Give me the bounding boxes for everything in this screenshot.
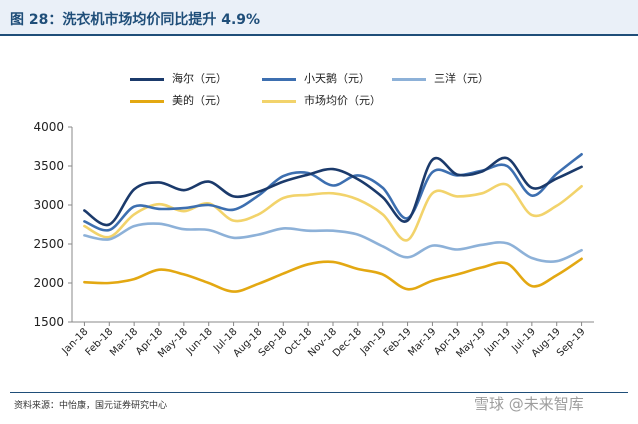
x-tick-label: Jun-19 (482, 326, 513, 357)
y-tick-label: 2000 (33, 276, 64, 290)
legend-swatch-market-avg (262, 99, 296, 103)
series-line-littleswan (83, 153, 583, 232)
series-line-market-avg (83, 182, 583, 242)
legend-label-sanyo: 三洋（元） (434, 72, 489, 85)
figure-title: 图 28：洗衣机市场均价同比提升 4.9% (10, 12, 261, 28)
legend-item-market-avg: 市场均价（元） (262, 92, 381, 108)
y-tick-label: 4000 (33, 120, 64, 134)
figure-title-bar: 图 28：洗衣机市场均价同比提升 4.9% (0, 0, 638, 36)
y-tick-label: 1500 (33, 315, 64, 329)
y-tick-label: 3000 (33, 198, 64, 212)
legend-label-market-avg: 市场均价（元） (304, 94, 381, 107)
x-tick-label: Mar-19 (406, 326, 438, 358)
x-tick-label: Mar-18 (108, 326, 140, 358)
x-tick-label: Jun-18 (184, 326, 215, 357)
legend-label-midea: 美的（元） (172, 94, 227, 107)
legend-swatch-sanyo (392, 77, 426, 81)
legend-label-haier: 海尔（元） (172, 72, 227, 85)
legend-item-midea: 美的（元） (130, 92, 227, 108)
legend-swatch-littleswan (262, 77, 296, 81)
legend-item-haier: 海尔（元） (130, 70, 227, 86)
watermark: 雪球 @未来智库 (474, 395, 584, 413)
series-line-haier (83, 156, 583, 227)
y-tick-label: 2500 (33, 237, 64, 251)
legend-swatch-midea (130, 99, 164, 103)
series-line-sanyo (83, 222, 583, 263)
source-note: 资料来源：中怡康，国元证券研究中心 (14, 401, 168, 411)
source-divider (10, 392, 628, 393)
line-chart: 150020002500300035004000Jan-18Feb-18Mar-… (33, 120, 594, 360)
legend-item-littleswan: 小天鹅（元） (262, 70, 370, 86)
legend-label-littleswan: 小天鹅（元） (304, 72, 370, 85)
series-line-midea (83, 257, 583, 293)
y-tick-label: 3500 (33, 159, 64, 173)
chart-legend: 海尔（元） 小天鹅（元） 三洋（元） 美的（元） 市场均价（元） (0, 0, 638, 110)
legend-swatch-haier (130, 77, 164, 81)
legend-item-sanyo: 三洋（元） (392, 70, 489, 86)
